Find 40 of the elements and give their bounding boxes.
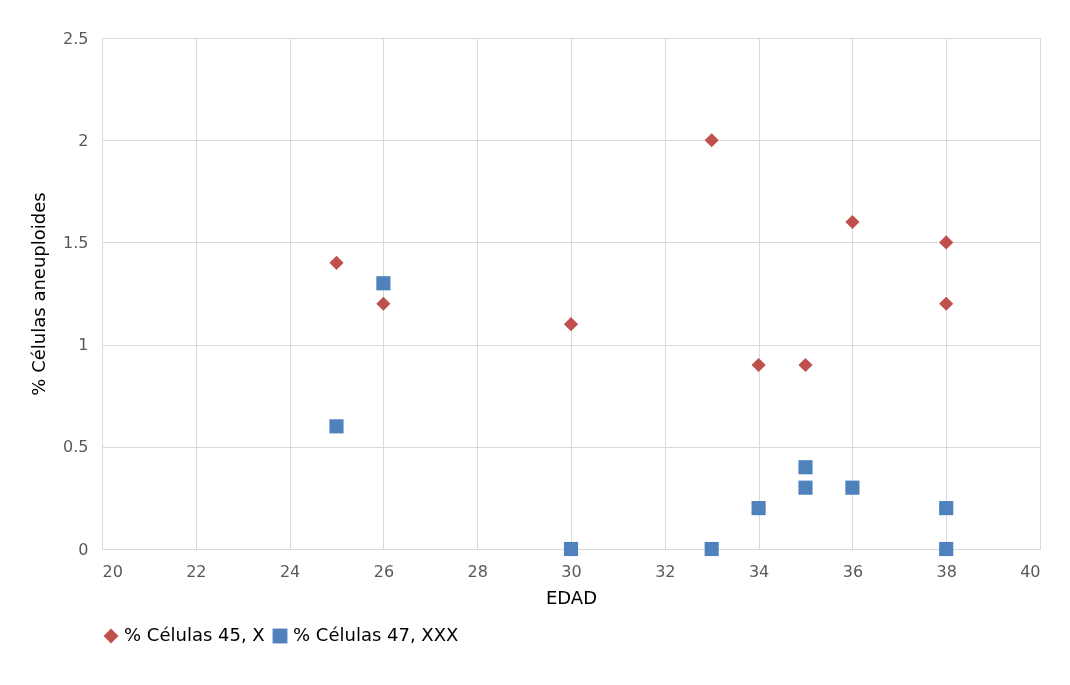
x-tick-label: 30 <box>561 561 582 581</box>
point <box>845 214 860 230</box>
x-tick-label: 36 <box>842 561 864 581</box>
x-tick-label: 38 <box>936 561 957 581</box>
point <box>563 541 579 557</box>
y-tick-label: 1 <box>78 335 89 355</box>
point <box>704 133 719 148</box>
point <box>798 480 813 495</box>
y-tick-label: 2 <box>78 130 89 150</box>
x-tick-label: 22 <box>186 561 207 581</box>
point <box>939 296 954 311</box>
point <box>376 296 391 311</box>
point <box>939 235 954 250</box>
point <box>798 357 813 373</box>
x-tick-label: 40 <box>1020 561 1041 581</box>
y-tick-label: 0.5 <box>63 437 89 457</box>
x-tick-label: 26 <box>373 561 395 581</box>
point <box>845 480 860 495</box>
x-tick-label: 34 <box>748 561 770 581</box>
x-tick-label: 28 <box>467 561 488 581</box>
point <box>939 501 954 516</box>
point <box>751 501 766 516</box>
point <box>376 276 391 291</box>
x-tick-label: 24 <box>279 561 301 581</box>
x-axis-title: EDAD <box>545 586 598 608</box>
x-tick-label: 32 <box>655 561 676 581</box>
legend-label: % Células 47, XXX <box>293 624 459 645</box>
point <box>751 357 766 373</box>
point <box>939 541 954 557</box>
point <box>563 317 579 332</box>
point <box>798 460 813 475</box>
y-tick-label: 1.5 <box>63 232 89 252</box>
point <box>329 419 344 434</box>
y-tick-label: 2.5 <box>63 28 89 48</box>
x-tick-label: 20 <box>102 561 123 581</box>
y-axis-title: % Células aneuploides <box>28 192 50 396</box>
point <box>329 255 344 270</box>
y-tick-label: 0 <box>78 539 89 559</box>
point <box>704 541 719 557</box>
legend-label: % Células 45, X <box>124 624 265 645</box>
